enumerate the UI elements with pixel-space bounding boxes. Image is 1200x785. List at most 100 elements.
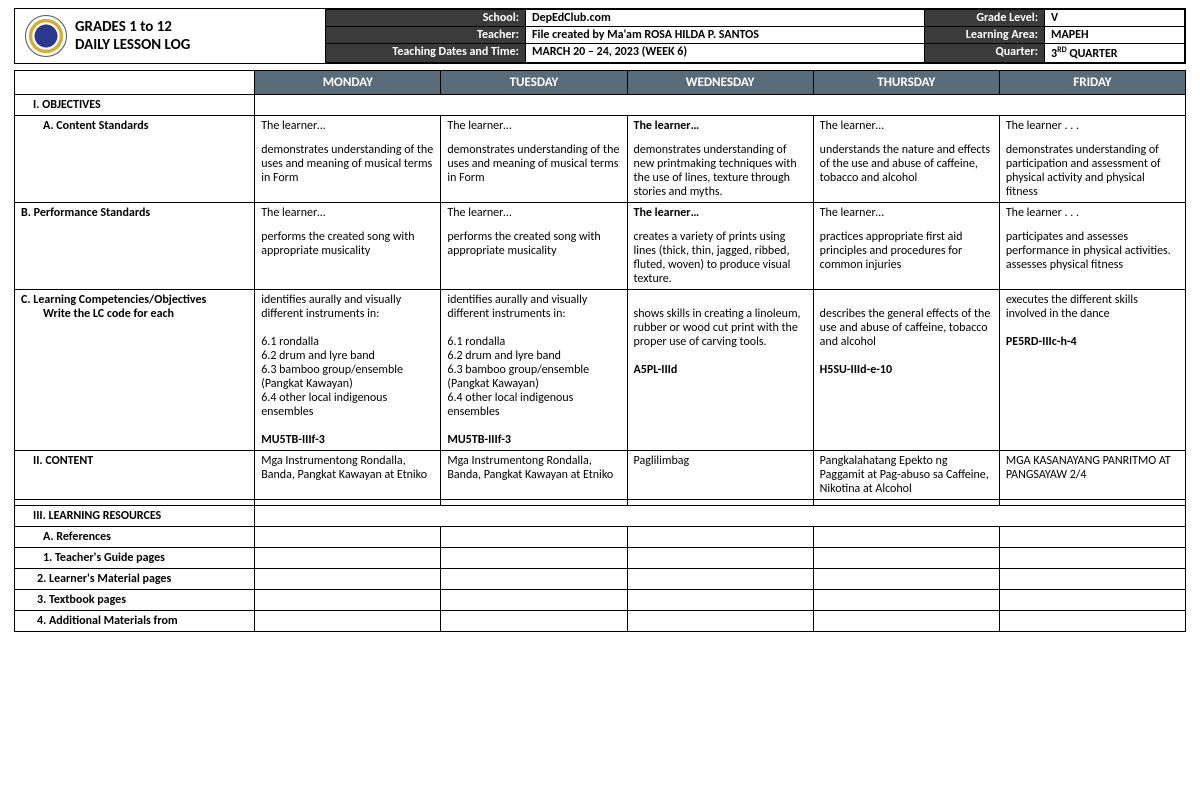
pstd-mon-lead: The learner…: [261, 206, 434, 220]
tb-wed: [627, 590, 813, 611]
cstd-wed-lead: The learner…: [634, 119, 807, 133]
refs-mon: [255, 527, 441, 548]
lm-tue: [441, 569, 627, 590]
ct-thu: Pangkalahatang Epekto ng Paggamit at Pag…: [813, 451, 999, 500]
cstd-wed-body: demonstrates understanding of new printm…: [634, 143, 807, 199]
am-thu: [813, 611, 999, 632]
label-quarter: Quarter:: [925, 44, 1045, 63]
refs-thu: [813, 527, 999, 548]
ct-fri: MGA KASANAYANG PANRITMO AT PANGSAYAW 2/4: [999, 451, 1185, 500]
label-grade: Grade Level:: [925, 10, 1045, 27]
lm-mon: [255, 569, 441, 590]
pstd-tue-body: performs the created song with appropria…: [447, 230, 620, 258]
label-area: Learning Area:: [925, 27, 1045, 44]
header-block: GRADES 1 to 12 DAILY LESSON LOG School: …: [14, 8, 1186, 64]
cstd-tue: The learner… demonstrates understanding …: [441, 116, 627, 203]
lc-tue: identifies aurally and visually differen…: [441, 290, 627, 451]
ct-tue: Mga Instrumentong Rondalla, Banda, Pangk…: [441, 451, 627, 500]
tg-tue: [441, 548, 627, 569]
row-perf-std: B. Performance Standards The learner… pe…: [15, 203, 1186, 290]
value-quarter: 3RD QUARTER: [1045, 44, 1185, 63]
label-content-std: A. Content Standards: [15, 116, 255, 203]
title-line2: DAILY LESSON LOG: [75, 36, 190, 54]
pstd-thu: The learner… practices appropriate first…: [813, 203, 999, 290]
tg-fri: [999, 548, 1185, 569]
day-header-row: MONDAY TUESDAY WEDNESDAY THURSDAY FRIDAY: [15, 71, 1186, 95]
day-mon: MONDAY: [255, 71, 441, 95]
cstd-tue-lead: The learner…: [447, 119, 620, 133]
row-content: II. CONTENT Mga Instrumentong Rondalla, …: [15, 451, 1186, 500]
day-header-blank: [15, 71, 255, 95]
refs-tue: [441, 527, 627, 548]
cstd-wed: The learner… demonstrates understanding …: [627, 116, 813, 203]
value-teacher: File created by Ma'am ROSA HILDA P. SANT…: [526, 27, 925, 44]
cstd-mon-lead: The learner…: [261, 119, 434, 133]
ct-mon: Mga Instrumentong Rondalla, Banda, Pangk…: [255, 451, 441, 500]
cstd-thu-lead: The learner…: [820, 119, 993, 133]
pstd-fri-lead: The learner . . .: [1006, 206, 1179, 220]
doc-title: GRADES 1 to 12 DAILY LESSON LOG: [75, 18, 190, 54]
day-thu: THURSDAY: [813, 71, 999, 95]
lm-wed: [627, 569, 813, 590]
quarter-sup: RD: [1057, 45, 1067, 55]
label-objectives: I. OBJECTIVES: [15, 95, 255, 116]
pstd-wed-lead: The learner…: [634, 206, 807, 220]
pstd-thu-lead: The learner…: [820, 206, 993, 220]
lm-thu: [813, 569, 999, 590]
label-lm: 2. Learner's Material pages: [15, 569, 255, 590]
cstd-tue-body: demonstrates understanding of the uses a…: [447, 143, 620, 185]
pstd-wed-body: creates a variety of prints using lines …: [634, 230, 807, 286]
lm-fri: [999, 569, 1185, 590]
row-lm: 2. Learner's Material pages: [15, 569, 1186, 590]
label-content: II. CONTENT: [15, 451, 255, 500]
header-info-table: School: DepEdClub.com Grade Level: V Tea…: [325, 9, 1185, 63]
pstd-tue: The learner… performs the created song w…: [441, 203, 627, 290]
tb-thu: [813, 590, 999, 611]
value-school: DepEdClub.com: [526, 10, 925, 27]
am-mon: [255, 611, 441, 632]
lc-wed: shows skills in creating a linoleum, rub…: [627, 290, 813, 451]
label-learn-comp: C. Learning Competencies/Objectives Writ…: [15, 290, 255, 451]
row-tg: 1. Teacher's Guide pages: [15, 548, 1186, 569]
cstd-thu-body: understands the nature and effects of th…: [820, 143, 993, 185]
label-refs: A. References: [15, 527, 255, 548]
pstd-thu-body: practices appropriate first aid principl…: [820, 230, 993, 272]
objectives-blank: [255, 95, 1186, 116]
label-tg: 1. Teacher's Guide pages: [15, 548, 255, 569]
value-dates: MARCH 20 – 24, 2023 (WEEK 6): [526, 44, 925, 63]
lesson-table: MONDAY TUESDAY WEDNESDAY THURSDAY FRIDAY…: [14, 70, 1186, 632]
day-tue: TUESDAY: [441, 71, 627, 95]
resources-blank: [255, 506, 1186, 527]
value-grade: V: [1045, 10, 1185, 27]
pstd-wed: The learner… creates a variety of prints…: [627, 203, 813, 290]
header-left: GRADES 1 to 12 DAILY LESSON LOG: [15, 9, 325, 63]
tg-mon: [255, 548, 441, 569]
lc-thu: describes the general effects of the use…: [813, 290, 999, 451]
value-area: MAPEH: [1045, 27, 1185, 44]
row-resources: III. LEARNING RESOURCES: [15, 506, 1186, 527]
cstd-mon-body: demonstrates understanding of the uses a…: [261, 143, 434, 185]
row-refs: A. References: [15, 527, 1186, 548]
header-right: School: DepEdClub.com Grade Level: V Tea…: [325, 9, 1185, 63]
learn-comp-line1: C. Learning Competencies/Objectives: [21, 293, 206, 307]
am-wed: [627, 611, 813, 632]
am-tue: [441, 611, 627, 632]
label-teacher: Teacher:: [326, 27, 526, 44]
pstd-mon: The learner… performs the created song w…: [255, 203, 441, 290]
pstd-mon-body: performs the created song with appropria…: [261, 230, 434, 258]
tg-thu: [813, 548, 999, 569]
label-resources: III. LEARNING RESOURCES: [15, 506, 255, 527]
day-fri: FRIDAY: [999, 71, 1185, 95]
title-line1: GRADES 1 to 12: [75, 18, 190, 36]
label-tb: 3. Textbook pages: [15, 590, 255, 611]
cstd-fri: The learner . . . demonstrates understan…: [999, 116, 1185, 203]
tg-wed: [627, 548, 813, 569]
row-content-std: A. Content Standards The learner… demons…: [15, 116, 1186, 203]
cstd-mon: The learner… demonstrates understanding …: [255, 116, 441, 203]
ct-wed: Paglilimbag: [627, 451, 813, 500]
label-am: 4. Additional Materials from: [15, 611, 255, 632]
tb-mon: [255, 590, 441, 611]
learn-comp-line2: Write the LC code for each: [21, 307, 174, 321]
pstd-fri: The learner . . . participates and asses…: [999, 203, 1185, 290]
label-school: School:: [326, 10, 526, 27]
